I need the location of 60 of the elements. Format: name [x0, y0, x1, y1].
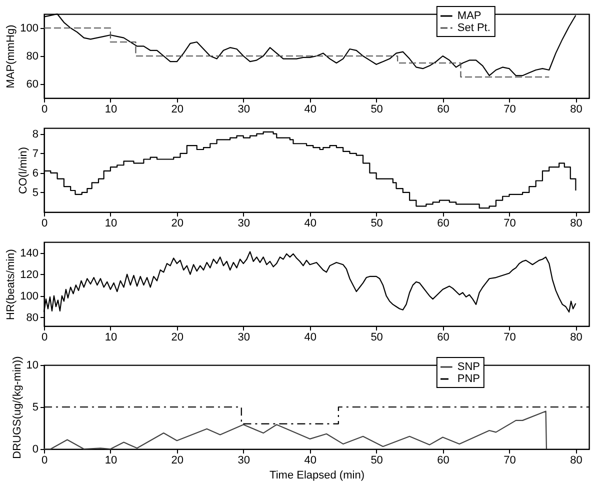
x-tick-label: 80 — [570, 454, 582, 466]
x-tick-label: 60 — [437, 332, 450, 344]
x-tick-label: 20 — [171, 218, 184, 230]
x-tick-label: 10 — [104, 218, 118, 230]
y-tick-label: 7 — [32, 148, 38, 160]
x-tick-label: 30 — [238, 454, 250, 466]
x-tick-label: 0 — [41, 104, 48, 116]
y-tick-label: 100 — [20, 22, 38, 34]
x-tick-label: 30 — [238, 104, 250, 116]
x-tick-label: 0 — [41, 454, 48, 466]
y-tick-label: 120 — [20, 268, 38, 281]
x-tick-label: 40 — [304, 104, 316, 116]
x-tick-label: 70 — [504, 332, 516, 344]
y-tick-label: 8 — [32, 128, 38, 140]
y-tick-label: 80 — [26, 312, 38, 324]
x-tick-label: 80 — [570, 218, 582, 230]
x-tick-label: 60 — [437, 218, 450, 230]
legend-label: MAP — [457, 10, 482, 22]
x-axis-title: Time Elapsed (min) — [270, 470, 364, 482]
y-tick-label: 60 — [26, 78, 38, 90]
x-tick-label: 80 — [570, 104, 582, 116]
y-axis-title: HR(beats/min) — [5, 249, 18, 320]
y-tick-label: 10 — [26, 360, 38, 372]
y-tick-label: 80 — [26, 50, 38, 62]
y-tick-label: 100 — [20, 290, 38, 302]
x-tick-label: 40 — [304, 332, 316, 344]
x-tick-label: 0 — [41, 332, 48, 344]
x-tick-label: 70 — [504, 104, 516, 116]
x-tick-label: 60 — [437, 104, 450, 116]
x-tick-label: 70 — [504, 454, 516, 466]
x-tick-label: 30 — [238, 332, 250, 344]
x-tick-label: 0 — [41, 218, 48, 230]
x-tick-label: 10 — [104, 454, 118, 466]
x-tick-label: 20 — [171, 454, 184, 466]
x-tick-label: 40 — [304, 218, 316, 230]
x-tick-label: 60 — [437, 454, 450, 466]
x-tick-label: 50 — [370, 104, 383, 116]
y-tick-label: 0 — [32, 444, 38, 456]
x-tick-label: 80 — [570, 332, 582, 344]
y-axis-title: CO(l/min) — [17, 146, 30, 194]
y-tick-label: 5 — [32, 186, 38, 199]
x-tick-label: 30 — [238, 218, 250, 230]
line-series — [43, 410, 548, 450]
x-tick-label: 70 — [504, 218, 516, 230]
y-tick-label: 6 — [32, 167, 38, 180]
x-tick-label: 50 — [370, 218, 383, 230]
x-tick-label: 20 — [171, 104, 184, 116]
x-tick-label: 10 — [104, 104, 118, 116]
y-axis-title: DRUGS(ug/(kg-min)) — [11, 356, 24, 459]
y-tick-label: 5 — [32, 402, 38, 414]
legend-label: SNP — [457, 361, 480, 373]
legend-label: PNP — [457, 373, 480, 385]
x-tick-label: 10 — [104, 332, 118, 344]
x-tick-label: 20 — [171, 332, 184, 344]
x-tick-label: 50 — [370, 454, 383, 466]
y-axis-title: MAP(mmHg) — [5, 24, 18, 88]
y-tick-label: 140 — [20, 247, 38, 260]
legend-label: Set Pt. — [457, 22, 490, 34]
x-tick-label: 50 — [370, 332, 383, 344]
x-tick-label: 40 — [304, 454, 316, 466]
